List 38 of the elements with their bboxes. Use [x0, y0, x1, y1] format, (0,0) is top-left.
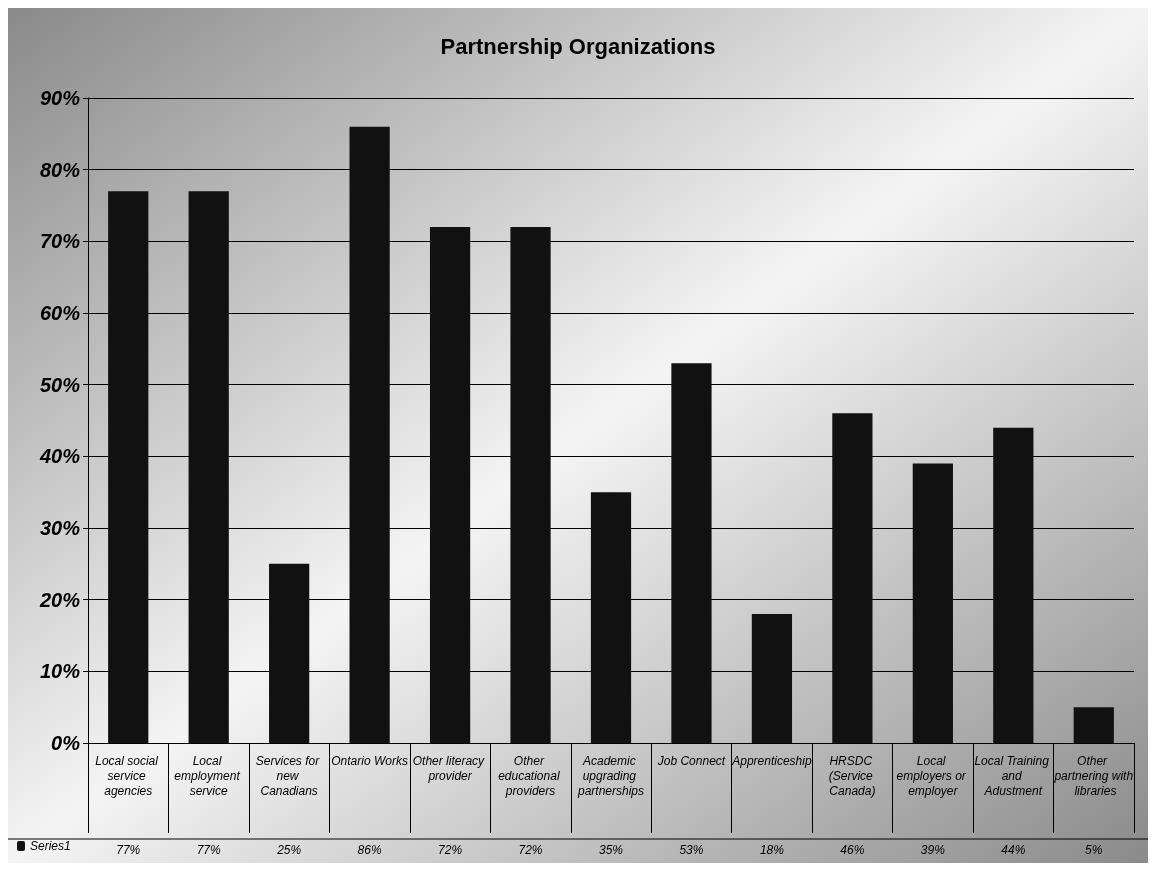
x-tick-label: Local social service agencies: [95, 753, 162, 798]
y-tick-label: 10%: [39, 660, 81, 683]
y-tick-label: 90%: [39, 87, 81, 109]
y-tick-label: 80%: [39, 158, 81, 181]
x-tick-label: Ontario Works: [331, 753, 408, 768]
y-tick-label: 20%: [38, 588, 81, 611]
x-tick-label: Academic upgrading partnerships: [576, 753, 645, 798]
data-label: 18%: [759, 843, 785, 857]
data-label: 25%: [276, 843, 302, 857]
x-tick-label: Other partnering with libraries: [1053, 753, 1134, 798]
data-label: 5%: [1085, 843, 1103, 857]
data-label: 46%: [840, 843, 865, 857]
y-tick-label: 30%: [39, 517, 81, 539]
x-tick-label: HRSDC (Service Canada): [828, 753, 877, 798]
x-tick-label: Local employers or employer: [896, 753, 970, 798]
data-label: 77%: [116, 843, 141, 857]
x-tick-label: Local Training and Adustment: [974, 753, 1053, 798]
data-label: 72%: [518, 843, 543, 857]
data-label: 72%: [438, 843, 463, 857]
data-label: 44%: [1001, 843, 1026, 857]
data-label: 39%: [920, 843, 946, 857]
y-tick-label: 60%: [39, 302, 81, 324]
data-label: 86%: [357, 843, 382, 857]
x-tick-label: Apprenticeship: [731, 753, 812, 768]
y-tick-label: 0%: [51, 732, 81, 754]
data-label: 35%: [598, 843, 624, 857]
x-tick-label: Local employment service: [174, 753, 244, 798]
y-tick-label: 50%: [39, 373, 81, 396]
chart-title: Partnership Organizations: [440, 33, 716, 59]
data-label: 53%: [679, 843, 704, 857]
x-tick-label: Services for new Canadians: [255, 753, 323, 798]
x-tick-label: Other literacy provider: [412, 753, 488, 783]
x-tick-label: Job Connect: [656, 753, 726, 768]
data-label: 77%: [196, 843, 222, 857]
y-tick-label: 40%: [38, 445, 81, 468]
legend-label: Series1: [30, 839, 71, 853]
x-tick-label: Other educational providers: [498, 753, 563, 798]
y-tick-label: 70%: [39, 230, 81, 253]
